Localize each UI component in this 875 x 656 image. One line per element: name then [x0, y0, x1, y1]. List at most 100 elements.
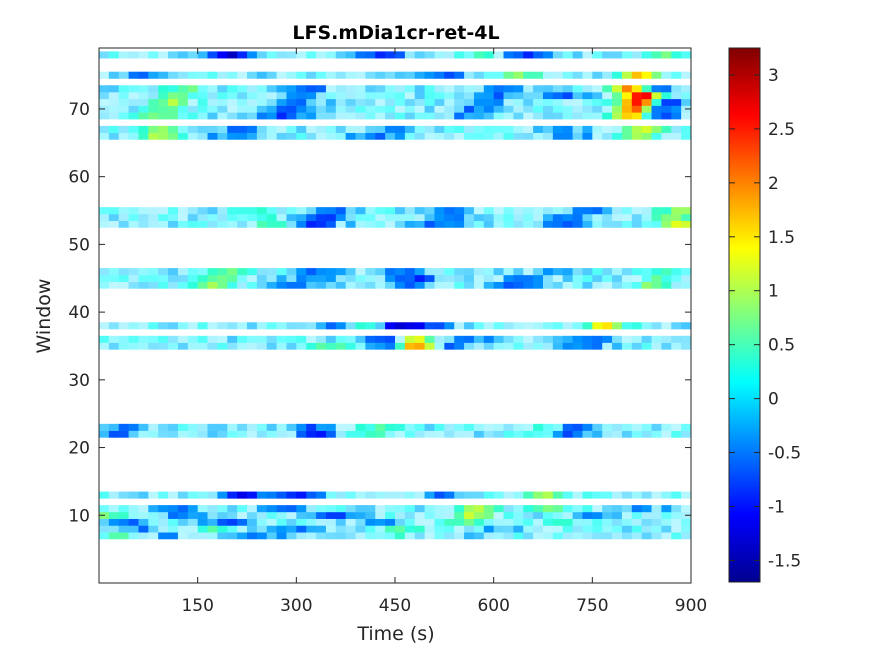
- heatmap-cell: [612, 220, 623, 228]
- heatmap-cell: [217, 132, 228, 140]
- heatmap-cell: [681, 51, 692, 59]
- heatmap-cell: [306, 51, 317, 59]
- heatmap-cell: [592, 92, 603, 100]
- heatmap-row: [99, 511, 692, 519]
- heatmap-cell: [306, 322, 317, 330]
- heatmap-cell: [444, 71, 455, 79]
- colorbar-tick-label: 2: [768, 174, 779, 194]
- heatmap-cell: [168, 335, 179, 343]
- heatmap-cell: [661, 85, 672, 93]
- heatmap-cell: [612, 342, 623, 350]
- heatmap-cell: [197, 85, 208, 93]
- heatmap-cell: [612, 274, 623, 282]
- heatmap-cell: [256, 207, 268, 215]
- heatmap-cell: [671, 274, 682, 282]
- heatmap-cell: [424, 532, 435, 540]
- heatmap-cell: [168, 220, 179, 228]
- heatmap-row: [99, 525, 692, 533]
- y-tick-label: 60: [68, 168, 90, 188]
- heatmap-cell: [543, 105, 554, 113]
- heatmap-cell: [385, 342, 396, 350]
- heatmap-cell: [493, 423, 504, 431]
- heatmap-cell: [247, 71, 258, 79]
- heatmap-cell: [247, 85, 258, 93]
- heatmap-cell: [503, 71, 514, 79]
- heatmap-cell: [128, 505, 139, 513]
- heatmap-cell: [523, 132, 534, 140]
- heatmap-cell: [276, 125, 287, 133]
- heatmap-cell: [483, 71, 495, 79]
- heatmap-cell: [177, 125, 189, 133]
- heatmap-cell: [365, 112, 376, 120]
- heatmap-cell: [533, 268, 544, 276]
- heatmap-cell: [375, 491, 386, 499]
- heatmap-cell: [197, 220, 208, 228]
- heatmap-cell: [207, 268, 218, 276]
- heatmap-cell: [316, 511, 327, 519]
- heatmap-cell: [217, 335, 228, 343]
- heatmap-cell: [345, 532, 356, 540]
- heatmap-cell: [602, 71, 613, 79]
- heatmap-cell: [118, 92, 129, 100]
- heatmap-cell: [562, 335, 573, 343]
- heatmap-cell: [582, 213, 593, 221]
- heatmap-cell: [177, 518, 189, 526]
- heatmap-cell: [138, 98, 149, 106]
- heatmap-cell: [612, 92, 623, 100]
- heatmap-cell: [641, 98, 652, 106]
- heatmap-cell: [217, 430, 228, 438]
- heatmap-cell: [286, 213, 297, 221]
- heatmap-cell: [335, 274, 347, 282]
- heatmap-cell: [227, 112, 238, 120]
- heatmap-cell: [621, 268, 633, 276]
- heatmap-cell: [266, 518, 277, 526]
- heatmap-cell: [325, 92, 337, 100]
- heatmap-cell: [424, 423, 435, 431]
- heatmap-cell: [365, 98, 376, 106]
- heatmap-cell: [99, 213, 110, 221]
- heatmap-cell: [533, 98, 544, 106]
- heatmap-cell: [355, 532, 366, 540]
- heatmap-cell: [612, 268, 623, 276]
- heatmap-cell: [414, 98, 425, 106]
- heatmap-cell: [424, 112, 435, 120]
- heatmap-cell: [582, 525, 593, 533]
- heatmap-cell: [592, 98, 603, 106]
- y-tick-label: 30: [68, 371, 90, 391]
- heatmap-cell: [641, 532, 652, 540]
- colorbar-gradient: [728, 47, 761, 583]
- heatmap-cell: [523, 85, 534, 93]
- heatmap-cell: [464, 85, 475, 93]
- heatmap-cell: [316, 505, 327, 513]
- heatmap-cell: [503, 525, 514, 533]
- heatmap-cell: [128, 335, 139, 343]
- heatmap-cell: [118, 532, 129, 540]
- heatmap-cell: [621, 430, 633, 438]
- heatmap-cell: [582, 274, 593, 282]
- heatmap-cell: [207, 505, 218, 513]
- heatmap-cell: [602, 112, 613, 120]
- heatmap-cell: [434, 220, 445, 228]
- heatmap-cell: [306, 430, 317, 438]
- heatmap-cell: [661, 511, 672, 519]
- heatmap-cell: [552, 85, 564, 93]
- heatmap-cell: [266, 281, 277, 289]
- heatmap-cell: [671, 268, 682, 276]
- heatmap-cell: [316, 518, 327, 526]
- heatmap-cell: [247, 268, 258, 276]
- heatmap-cell: [138, 281, 149, 289]
- heatmap-cell: [621, 505, 633, 513]
- heatmap-cell: [671, 105, 682, 113]
- heatmap-cell: [572, 125, 583, 133]
- heatmap-cell: [464, 220, 475, 228]
- heatmap-cell: [602, 268, 613, 276]
- heatmap-cell: [543, 98, 554, 106]
- heatmap-cell: [414, 213, 425, 221]
- heatmap-cell: [118, 281, 129, 289]
- heatmap-cell: [99, 274, 110, 282]
- heatmap-cell: [592, 268, 603, 276]
- heatmap-cell: [582, 112, 593, 120]
- heatmap-cell: [118, 71, 129, 79]
- heatmap-cell: [325, 505, 337, 513]
- heatmap-cell: [266, 430, 277, 438]
